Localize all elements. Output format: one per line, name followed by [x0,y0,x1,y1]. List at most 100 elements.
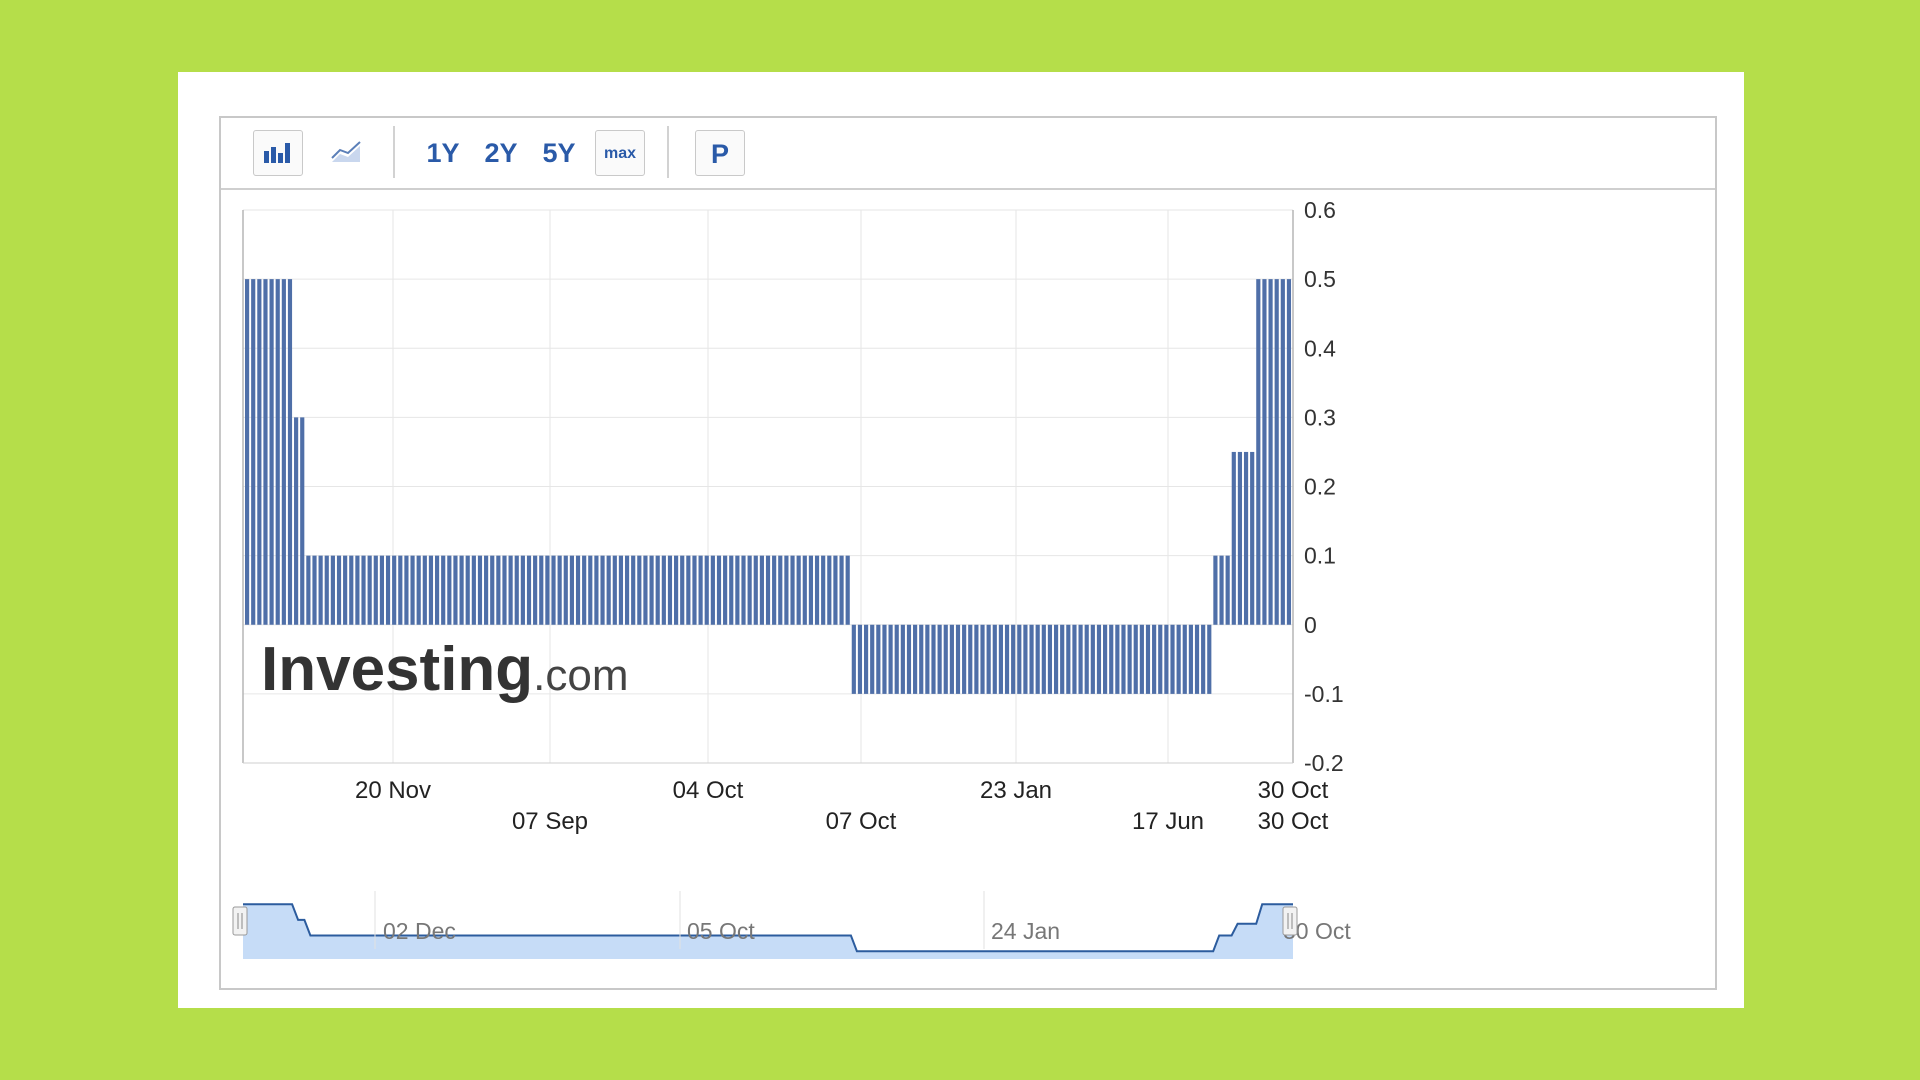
bar [931,624,936,694]
bar [324,555,329,625]
pin-button[interactable]: P [695,130,745,176]
bar [410,555,415,625]
bar [1035,624,1040,694]
bar [1286,279,1292,625]
bar [1047,624,1053,694]
bar [1096,624,1102,694]
area-chart-icon [331,141,361,162]
navigator-label: 02 Dec [383,918,456,944]
bar [453,555,458,625]
x-tick-label: 17 Jun [1132,808,1204,835]
bar [428,555,434,625]
bar [1280,279,1285,625]
range-5y-button[interactable]: 5Y [542,138,576,168]
bar [870,624,875,694]
bar [729,555,734,625]
bar [863,624,869,694]
bar [1207,624,1212,694]
bar [1053,624,1059,694]
bar [1004,624,1010,694]
bar [876,624,881,694]
bar [1188,624,1193,694]
bar [343,555,348,625]
bar [594,555,599,625]
y-tick-label: 0 [1304,612,1317,638]
bar [1213,555,1218,625]
bar [735,555,740,625]
bar [1011,624,1016,694]
bar-chart-icon [264,143,290,163]
bar [1262,279,1267,625]
bar [545,555,550,625]
range-1y-button[interactable]: 1Y [426,138,460,168]
bar [1139,624,1144,694]
bar [1084,624,1089,694]
bar [637,555,642,625]
bar [588,555,593,625]
bar [1201,624,1206,694]
bar [275,279,280,625]
bar [1170,624,1175,694]
bar [1109,624,1114,694]
y-axis: 0.6 0.5 0.4 0.3 0.2 0.1 0 -0.1 -0.2 [1304,197,1344,776]
bar [943,624,948,694]
bar [796,555,801,625]
bar [245,279,250,625]
bar [606,555,611,625]
bar-series [245,279,1292,694]
bar [434,555,440,625]
bar [281,279,286,625]
bar [1121,624,1126,694]
navigator-right-handle[interactable] [1282,906,1298,936]
bar [955,624,961,694]
range-navigator[interactable]: 02 Dec 05 Oct 24 Jan 30 Oct [232,891,1351,959]
y-tick-label: 0.2 [1304,474,1336,500]
bar [471,555,476,625]
toolbar-divider [393,126,395,178]
bar [808,555,814,625]
range-max-button[interactable]: max [595,130,645,176]
bar [441,555,446,625]
bar [906,624,912,694]
bar [974,624,979,694]
bar [496,555,501,625]
logo-brand: Investing [261,635,533,704]
bar [349,555,354,625]
bar [416,555,421,625]
bar [710,555,715,625]
bar [563,555,568,625]
bar [263,279,268,625]
bar [336,555,342,625]
bar [845,555,850,625]
bar [686,555,691,625]
bar [367,555,372,625]
x-tick-label: 20 Nov [355,777,431,804]
bar-chart-button[interactable] [253,130,303,176]
plot-frame [242,210,1294,764]
chart-panel: 1Y 2Y 5Y max P 0.6 0.5 0.4 0.3 0.2 0.1 0… [219,116,1717,990]
bar [1017,624,1022,694]
bar [680,555,685,625]
chart-toolbar: 1Y 2Y 5Y max P [221,118,1715,190]
bar [318,555,323,625]
bar [624,555,630,625]
bar [1078,624,1083,694]
navigator-area [243,904,1293,959]
bar [1145,624,1151,694]
bar [575,555,581,625]
bar [661,555,666,625]
bar [398,555,403,625]
area-chart-button[interactable] [321,130,371,176]
bar [741,555,746,625]
bar [919,624,924,694]
navigator-left-handle[interactable] [232,906,248,936]
x-tick-label: 07 Oct [826,808,897,835]
bar [269,279,274,625]
bar [704,555,709,625]
bar [508,555,513,625]
x-tick-label: 23 Jan [980,777,1052,804]
bar [759,555,764,625]
bar [361,555,366,625]
bar [477,555,483,625]
range-2y-button[interactable]: 2Y [484,138,518,168]
